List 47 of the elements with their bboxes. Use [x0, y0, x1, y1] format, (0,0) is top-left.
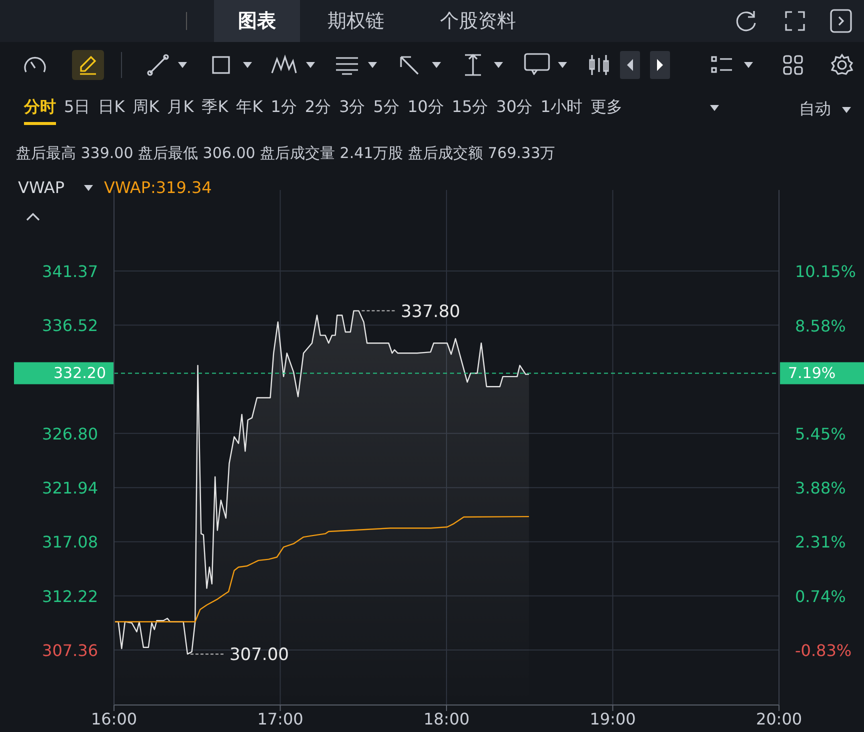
- text: 年K: [236, 97, 263, 118]
- text: 更多: [590, 97, 623, 118]
- y-tick-label: 312.22: [42, 586, 98, 606]
- x-tick-label: 17:00: [257, 709, 304, 728]
- y-tick-label: 336.52: [42, 316, 98, 336]
- text: 10分: [407, 97, 444, 118]
- y2-tick-label: -0.83%: [795, 641, 852, 660]
- x-tick-label: 18:00: [423, 709, 470, 728]
- text: 日K: [98, 97, 125, 118]
- text: 图表: [214, 0, 300, 42]
- x-tick-label: 19:00: [590, 709, 636, 728]
- text: 分时: [24, 97, 56, 125]
- text: 5日: [64, 97, 90, 118]
- text: 7.19%: [788, 364, 836, 382]
- text: 季K: [202, 97, 228, 118]
- chart-subtitle: 盘后最高 339.00 盘后最低 306.00 盘后成交量 2.41万股 盘后成交额 769.33万: [16, 144, 556, 163]
- text: 3分: [339, 97, 366, 118]
- text: 个股资料: [439, 9, 517, 34]
- text: 周K: [132, 97, 160, 118]
- x-tick-label: 16:00: [90, 709, 138, 728]
- y-tick-label: 317.08: [42, 532, 98, 552]
- text: 5分: [373, 97, 400, 118]
- text: 15分: [452, 97, 488, 118]
- y2-tick-label: 10.15%: [795, 262, 856, 282]
- ref-line-label: 332.20: [54, 364, 106, 382]
- y-tick-label: 341.37: [42, 262, 98, 282]
- y2-tick-label: 3.88%: [795, 478, 846, 498]
- text: 2分: [304, 97, 332, 118]
- y2-tick-label: 5.45%: [795, 424, 846, 444]
- line-series: [114, 516, 530, 622]
- text: 1小时: [540, 97, 583, 118]
- annotation: 337.80: [400, 302, 460, 322]
- text: 自动: [799, 99, 831, 120]
- text: 1分: [270, 97, 297, 118]
- annotation: 307.00: [229, 645, 289, 666]
- text: 期权链: [326, 9, 386, 34]
- x-tick-label: 20:00: [756, 709, 802, 728]
- y2-tick-label: 0.74%: [795, 586, 846, 606]
- text: 月K: [167, 97, 194, 118]
- y-tick-label: 307.36: [42, 641, 98, 660]
- annotation: VWAP:319.34: [104, 178, 212, 197]
- y-tick-label: 321.94: [42, 478, 98, 498]
- y-tick-label: 326.80: [42, 424, 98, 444]
- text: 30分: [496, 97, 533, 118]
- y2-tick-label: 8.58%: [795, 316, 846, 336]
- y2-tick-label: 2.31%: [795, 532, 846, 552]
- text: VWAP: [18, 178, 64, 197]
